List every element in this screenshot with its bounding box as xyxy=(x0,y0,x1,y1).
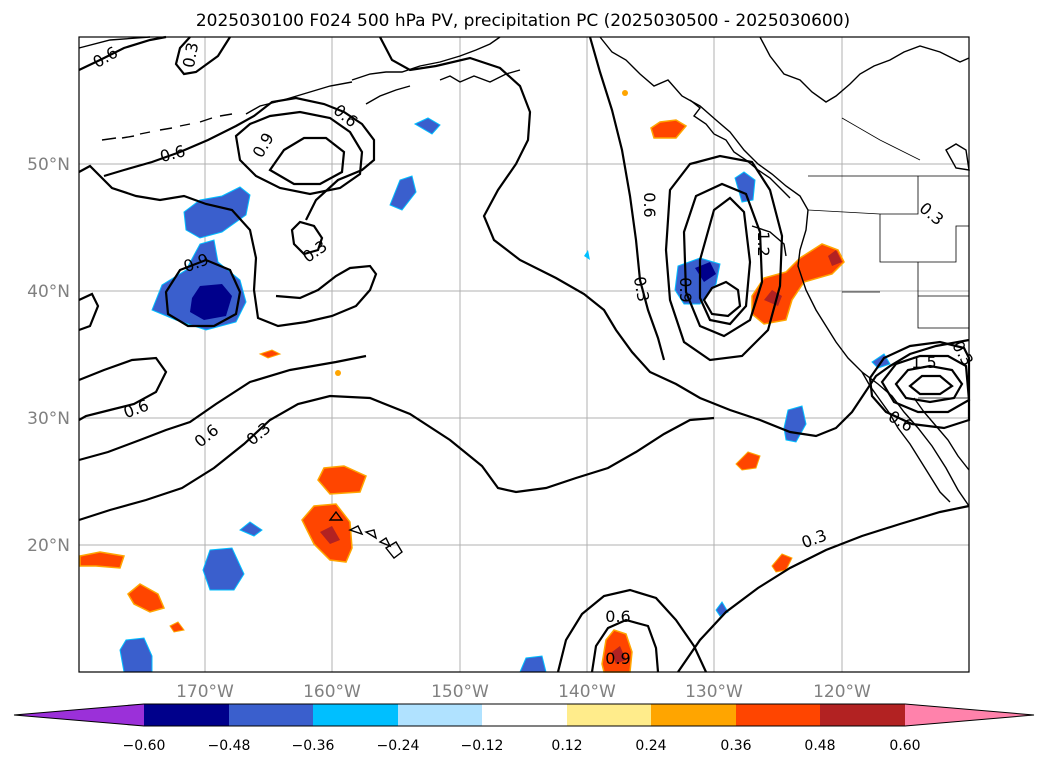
contour-label: 0.9 xyxy=(676,277,695,302)
colorbar-tick: 0.60 xyxy=(889,738,920,754)
contour-label: 0.6 xyxy=(605,607,630,626)
colorbar-bin xyxy=(820,704,905,726)
colorbar-tick: −0.24 xyxy=(377,738,420,754)
map-panel: 0.6 0.3 0.6 0.9 0.6 0.3 0.9 0.6 0.6 0.3 … xyxy=(78,35,977,673)
colorbar-bin xyxy=(313,704,398,726)
lat-tick: 50°N xyxy=(27,155,70,175)
colorbar-bin xyxy=(736,704,820,726)
colorbar-bin xyxy=(144,704,229,726)
lon-tick-labels: 170°W 160°W 150°W 140°W 130°W 120°W xyxy=(176,682,871,702)
political-borders xyxy=(807,117,969,399)
colorbar-extend-high xyxy=(905,704,1034,726)
lat-tick: 40°N xyxy=(27,282,70,302)
coastlines xyxy=(78,36,970,559)
colorbar-tick: 0.48 xyxy=(804,738,835,754)
contour-label: 1.5 xyxy=(911,353,936,372)
contour-label: 1.2 xyxy=(754,231,773,256)
colorbar-tick: −0.36 xyxy=(292,738,335,754)
colorbar-extend-low xyxy=(14,704,144,726)
pv-contours xyxy=(78,35,971,673)
contour-label: 0.9 xyxy=(605,649,630,668)
colorbar-tick: −0.12 xyxy=(461,738,504,754)
contour-label: 0.6 xyxy=(640,192,659,217)
lon-tick: 120°W xyxy=(813,682,871,702)
colorbar-tick: −0.48 xyxy=(208,738,251,754)
lon-tick: 140°W xyxy=(558,682,616,702)
lon-tick: 170°W xyxy=(176,682,234,702)
colorbar-bin xyxy=(567,704,651,726)
lat-tick: 30°N xyxy=(27,409,70,429)
contour-label: 0.3 xyxy=(179,41,202,69)
colorbar-tick: −0.60 xyxy=(123,738,166,754)
colorbar-bin xyxy=(482,704,567,726)
colorbar-bin xyxy=(398,704,482,726)
lon-tick: 150°W xyxy=(431,682,489,702)
colorbar-bin xyxy=(651,704,736,726)
contour-label: 0.3 xyxy=(630,275,653,303)
lat-tick: 20°N xyxy=(27,536,70,556)
colorbar-ticks: −0.60 −0.48 −0.36 −0.24 −0.12 0.12 0.24 … xyxy=(123,738,921,754)
lon-tick: 160°W xyxy=(303,682,361,702)
colorbar: −0.60 −0.48 −0.36 −0.24 −0.12 0.12 0.24 … xyxy=(13,703,1035,754)
colorbar-tick: 0.36 xyxy=(720,738,751,754)
colorbar-tick: 0.12 xyxy=(551,738,582,754)
colorbar-bin xyxy=(229,704,313,726)
colorbar-tick: 0.24 xyxy=(635,738,666,754)
lon-tick: 130°W xyxy=(685,682,743,702)
lat-tick-labels: 50°N 40°N 30°N 20°N xyxy=(27,155,70,556)
map-title: 2025030100 F024 500 hPa PV, precipitatio… xyxy=(196,11,850,31)
